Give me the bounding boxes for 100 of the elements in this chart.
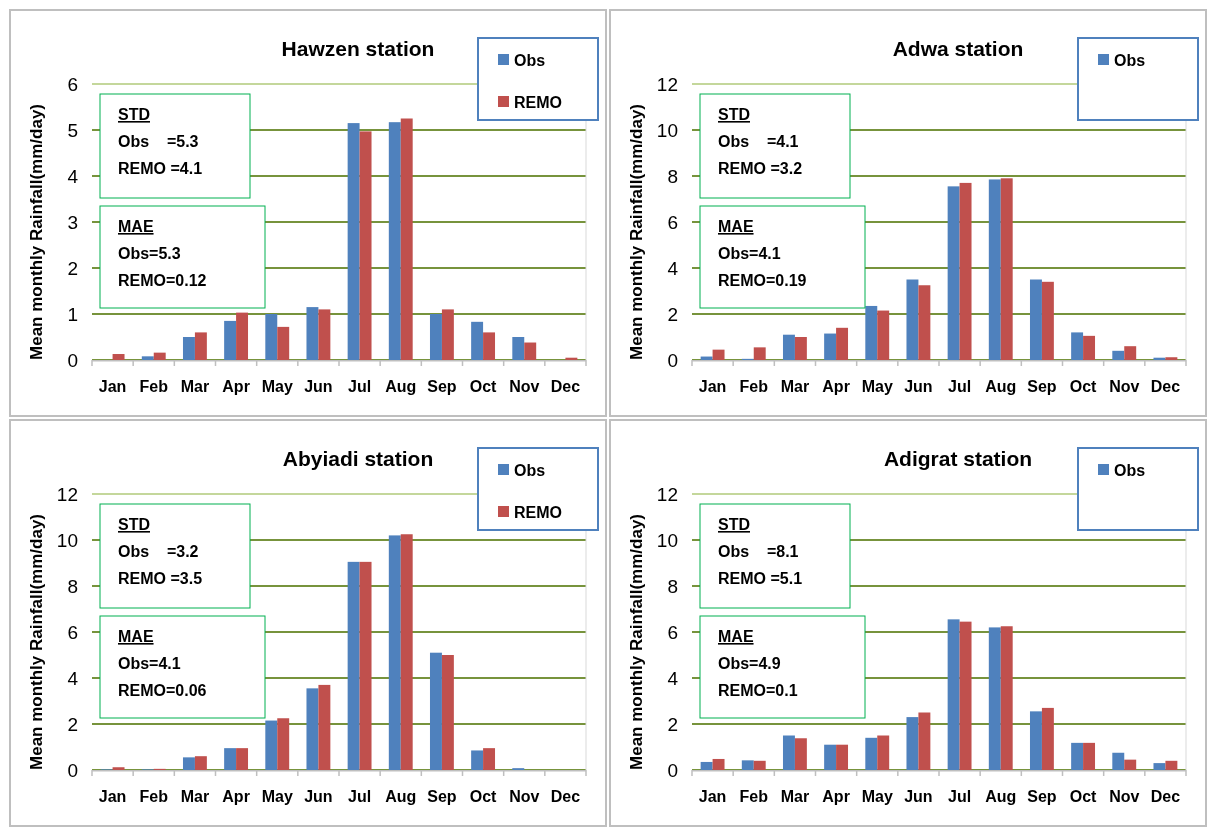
bar xyxy=(388,122,401,360)
bar xyxy=(712,758,725,770)
x-tick-label: Apr xyxy=(222,378,250,395)
y-tick-label: 12 xyxy=(56,483,78,505)
bar xyxy=(1112,752,1125,770)
bar xyxy=(865,305,878,360)
bar xyxy=(947,186,960,360)
annotation: STD Obs =3.2 REMO =3.5 xyxy=(118,516,203,587)
bar xyxy=(824,333,837,360)
x-tick-label: Aug xyxy=(985,788,1017,805)
x-tick-label: Dec xyxy=(1150,378,1181,395)
bar xyxy=(524,342,537,360)
x-tick-label: Aug xyxy=(985,378,1017,395)
x-tick-label: Dec xyxy=(550,788,581,805)
x-tick-label: May xyxy=(261,788,293,805)
y-tick-label: 0 xyxy=(667,349,678,371)
legend-label: REMO xyxy=(514,93,562,111)
bar xyxy=(400,118,413,360)
bar xyxy=(277,718,290,770)
annotation: MAE Obs=5.3 REMO=0.12 xyxy=(118,218,207,289)
bar xyxy=(1083,742,1096,770)
bar xyxy=(441,655,454,770)
bar xyxy=(277,326,290,360)
bar xyxy=(441,309,454,360)
y-tick-label: 0 xyxy=(667,759,678,781)
bar xyxy=(959,621,972,770)
x-tick-label: Mar xyxy=(780,788,810,805)
bar xyxy=(1041,281,1054,360)
annotation: STD Obs =4.1 REMO =3.2 xyxy=(718,106,803,177)
bar xyxy=(318,309,331,360)
bar xyxy=(112,767,125,770)
x-tick-label: Jun xyxy=(304,788,333,805)
bar xyxy=(224,320,237,360)
x-tick-label: May xyxy=(861,788,893,805)
y-tick-label: 6 xyxy=(67,621,78,643)
y-tick-label: 5 xyxy=(67,119,78,141)
bar xyxy=(1029,711,1042,770)
x-tick-label: Nov xyxy=(1109,788,1140,805)
bar xyxy=(400,534,413,770)
bar xyxy=(836,744,849,770)
bar xyxy=(700,761,713,770)
annotation: STD Obs =8.1 REMO =5.1 xyxy=(718,516,803,587)
bar xyxy=(224,748,237,770)
y-tick-label: 10 xyxy=(656,529,678,551)
bar xyxy=(877,310,890,360)
x-tick-label: Oct xyxy=(1069,378,1098,395)
bar xyxy=(194,332,207,360)
bar xyxy=(794,337,807,360)
bar xyxy=(959,182,972,360)
bar xyxy=(471,321,484,360)
x-tick-label: Aug xyxy=(385,378,417,395)
bar xyxy=(512,337,525,360)
x-tick-label: Feb xyxy=(139,788,169,805)
x-tick-label: Aug xyxy=(385,788,417,805)
y-tick-label: 8 xyxy=(67,575,78,597)
bar xyxy=(877,735,890,770)
x-tick-label: Jun xyxy=(904,788,933,805)
x-tick-label: Sep xyxy=(1027,788,1057,805)
bar xyxy=(753,760,766,770)
bar xyxy=(1124,759,1137,770)
bar xyxy=(112,354,125,360)
chart-title: Adigrat station xyxy=(883,447,1033,470)
bar xyxy=(429,652,442,770)
bar xyxy=(182,757,195,770)
bar xyxy=(265,720,278,770)
y-tick-label: 8 xyxy=(667,575,678,597)
bar xyxy=(1165,760,1178,770)
y-tick-label: 2 xyxy=(667,303,678,325)
x-tick-label: Jul xyxy=(348,788,372,805)
x-tick-label: Jan xyxy=(98,378,127,395)
x-tick-label: Feb xyxy=(739,788,769,805)
y-tick-label: 6 xyxy=(667,211,678,233)
x-tick-label: Jul xyxy=(948,378,972,395)
x-tick-label: Jul xyxy=(948,788,972,805)
bar xyxy=(794,738,807,770)
bar xyxy=(153,352,166,360)
x-tick-label: Jun xyxy=(904,378,933,395)
y-tick-label: 4 xyxy=(667,257,679,279)
y-tick-label: 10 xyxy=(56,529,78,551)
bar xyxy=(918,712,931,770)
y-tick-label: 6 xyxy=(67,73,78,95)
bar xyxy=(306,307,319,360)
bar xyxy=(194,756,207,770)
legend-label: Obs xyxy=(1114,51,1146,69)
y-axis-title: Mean monthly Rainfall(mm/day) xyxy=(627,104,646,360)
y-tick-label: 4 xyxy=(67,165,79,187)
x-tick-label: Oct xyxy=(469,378,498,395)
x-tick-label: May xyxy=(861,378,893,395)
x-tick-label: Nov xyxy=(509,378,540,395)
bar xyxy=(1124,346,1137,360)
chart-title: Hawzen station xyxy=(281,37,435,60)
bar xyxy=(782,334,795,360)
bar xyxy=(1071,742,1084,770)
bar xyxy=(347,123,360,360)
bar xyxy=(429,314,442,360)
x-tick-label: Sep xyxy=(427,378,457,395)
bar xyxy=(906,717,919,770)
annotation: MAE Obs=4.9 REMO=0.1 xyxy=(718,628,798,699)
x-tick-label: Apr xyxy=(822,378,850,395)
legend-label: Obs xyxy=(514,461,546,479)
